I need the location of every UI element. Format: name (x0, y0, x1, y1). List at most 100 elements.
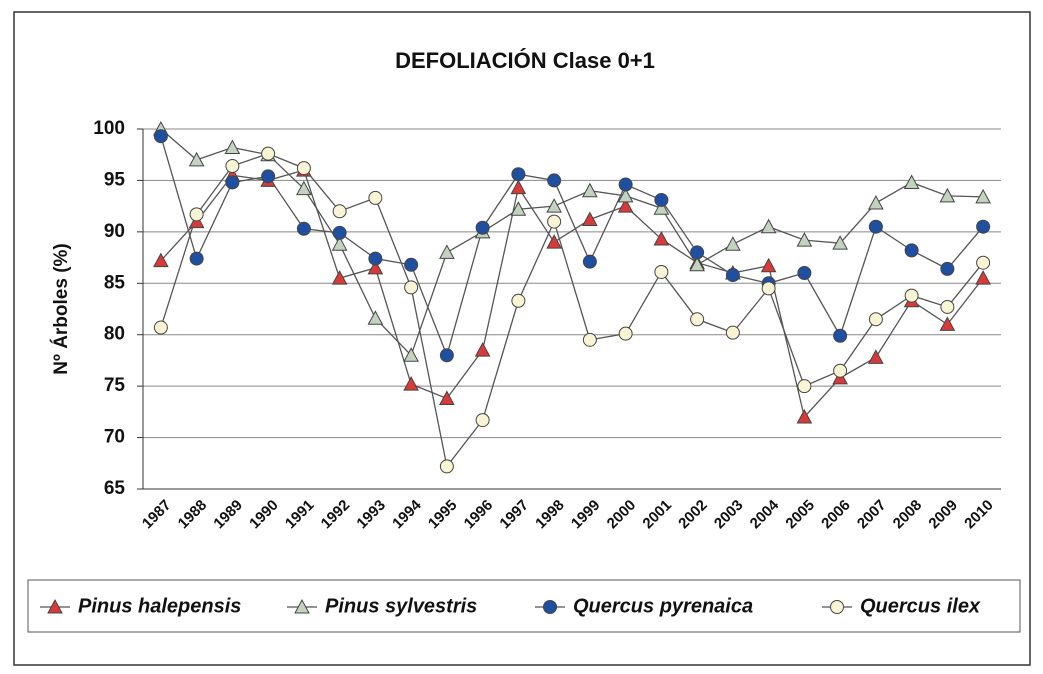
series-line (160, 169, 984, 419)
series-line (160, 136, 984, 358)
series-line (160, 128, 984, 357)
data-point (904, 243, 919, 258)
y-tick-label: 70 (104, 427, 125, 448)
data-point (796, 408, 813, 424)
data-point (153, 252, 169, 268)
data-point (261, 169, 276, 184)
data-point (939, 316, 956, 331)
data-point (582, 182, 598, 198)
y-axis-label: Nº Árboles (%) (50, 243, 72, 375)
data-point (903, 174, 920, 189)
data-point (403, 376, 419, 391)
data-point (582, 254, 597, 269)
data-point (654, 192, 669, 207)
data-point (296, 180, 312, 196)
legend-marker (543, 600, 557, 614)
data-point (439, 348, 454, 363)
data-point (653, 200, 670, 215)
data-point (760, 218, 777, 234)
data-point (546, 234, 562, 249)
y-tick-label: 85 (104, 272, 126, 293)
data-point (582, 332, 597, 347)
data-point (511, 293, 526, 308)
data-point (976, 255, 991, 270)
data-point (761, 281, 776, 296)
data-point (296, 161, 311, 176)
data-point (975, 188, 991, 204)
y-tick-label: 75 (104, 375, 126, 396)
data-point (474, 342, 491, 357)
y-tick-label: 80 (104, 324, 125, 345)
y-tick-label: 95 (104, 169, 126, 190)
data-point (403, 347, 419, 362)
data-point (332, 225, 347, 240)
data-point (904, 288, 919, 303)
data-point (331, 270, 348, 285)
data-point (188, 151, 205, 167)
data-point (296, 221, 311, 236)
data-point (368, 190, 383, 205)
data-point (331, 236, 348, 251)
data-point (939, 187, 956, 203)
legend-label: Pinus sylvestris (325, 595, 477, 617)
frame (13, 11, 1031, 666)
data-point (510, 201, 527, 216)
data-point (797, 379, 812, 394)
data-point (868, 349, 884, 364)
data-point (404, 280, 419, 295)
data-point (976, 219, 991, 234)
data-point (833, 328, 848, 343)
data-point (439, 459, 454, 474)
chart-title: DEFOLIACIÓN Clase 0+1 (395, 48, 655, 73)
data-point (868, 312, 883, 327)
data-point (832, 235, 848, 250)
legend-marker (47, 598, 63, 614)
y-tick-label: 65 (104, 478, 126, 499)
data-point (189, 251, 204, 266)
data-point (225, 159, 240, 174)
data-point (618, 177, 633, 192)
data-point (261, 146, 276, 161)
data-point (689, 256, 705, 272)
data-point (547, 214, 562, 229)
legend-marker (294, 598, 310, 614)
data-point (439, 244, 455, 259)
data-point (367, 259, 384, 275)
data-point (975, 270, 991, 285)
data-point (224, 139, 241, 155)
data-point (797, 266, 812, 280)
data-point (725, 236, 741, 251)
data-point (940, 261, 955, 276)
data-point (690, 312, 705, 327)
data-point (654, 264, 669, 279)
data-point (475, 413, 490, 428)
data-point (653, 231, 670, 246)
legend-label: Pinus halepensis (78, 595, 241, 617)
data-point (404, 257, 419, 272)
y-tick-label: 100 (93, 118, 125, 139)
data-point (617, 198, 634, 213)
data-point (725, 325, 740, 340)
data-point (225, 175, 240, 190)
data-point (510, 179, 527, 195)
legend-label: Quercus pyrenaica (573, 595, 753, 617)
data-point (153, 320, 168, 335)
data-point (511, 167, 526, 182)
data-point (367, 310, 384, 325)
data-point (760, 257, 777, 273)
y-tick-label: 90 (104, 221, 125, 242)
data-point (475, 220, 490, 235)
legend-marker (830, 600, 844, 614)
data-point (332, 204, 347, 219)
data-point (725, 268, 740, 283)
data-point (546, 198, 562, 213)
data-point (833, 363, 848, 378)
data-point (868, 219, 883, 234)
data-point (153, 129, 168, 144)
data-point (617, 187, 634, 203)
data-point (940, 299, 955, 314)
legend-box (27, 579, 1021, 633)
data-point (690, 245, 705, 260)
data-point (796, 232, 813, 247)
